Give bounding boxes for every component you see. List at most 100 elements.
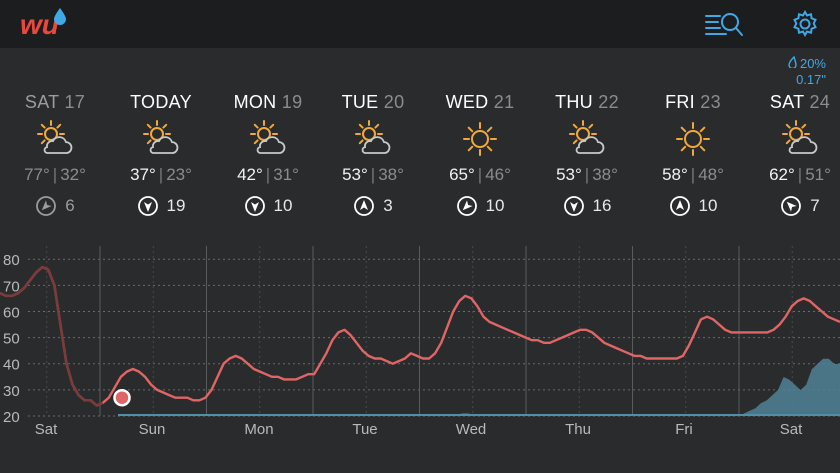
high-temp: 77°	[24, 165, 50, 184]
list-search-icon	[705, 13, 743, 36]
temp-separator: |	[265, 165, 271, 184]
partly-cloudy-icon	[248, 119, 288, 159]
temp-separator: |	[52, 165, 58, 184]
partly-cloudy-icon	[35, 119, 75, 159]
low-temp: 32°	[60, 165, 86, 184]
day-column-5[interactable]: THU 22 53° | 38° 16	[534, 92, 640, 217]
wind: 3	[320, 195, 426, 217]
day-date: 24	[809, 92, 831, 112]
temps: 65° | 46°	[427, 165, 533, 185]
day-date: 23	[700, 92, 721, 112]
y-tick-label: 70	[3, 278, 20, 295]
day-column-2[interactable]: MON 19 42° | 31° 10	[215, 92, 321, 217]
wind-speed: 16	[592, 196, 612, 215]
top-bar: wu	[0, 0, 840, 48]
low-temp: 51°	[805, 165, 831, 184]
wind: 16	[534, 195, 640, 217]
day-label: SAT	[769, 92, 805, 112]
wind-direction-icon	[669, 195, 691, 217]
temperature-line-past	[0, 265, 104, 407]
day-date: 20	[383, 92, 405, 112]
y-tick-label: 80	[3, 252, 20, 269]
day-column-7[interactable]: SAT 24 62° | 51° 7	[747, 92, 840, 217]
wind-speed: 10	[273, 196, 293, 215]
wind-speed: 7	[810, 196, 820, 215]
day-label: THU	[555, 92, 593, 112]
low-temp: 46°	[485, 165, 511, 184]
wind-direction-icon	[353, 195, 375, 217]
partly-cloudy-icon	[567, 119, 607, 159]
wind-speed: 6	[65, 196, 75, 215]
y-tick-label: 20	[3, 409, 20, 426]
day-column-6[interactable]: FRI 23 58° | 48° 10	[640, 92, 746, 217]
temps: 62° | 51°	[747, 165, 840, 185]
list-search-button[interactable]	[702, 8, 746, 40]
wind-direction-icon	[563, 195, 585, 217]
x-day-label: Sun	[139, 421, 166, 438]
day-column-0[interactable]: SAT 17 77° | 32° 6	[2, 92, 108, 217]
wind-speed: 19	[166, 196, 186, 215]
y-tick-label: 60	[3, 304, 20, 321]
day-date: 19	[281, 92, 303, 112]
high-temp: 53°	[342, 165, 368, 184]
logo-text: wu	[20, 9, 59, 40]
temps: 42° | 31°	[215, 165, 321, 185]
precip-amount: 0.17"	[796, 72, 826, 87]
day-date: 21	[493, 92, 515, 112]
temps: 37° | 23°	[108, 165, 214, 185]
high-temp: 37°	[130, 165, 156, 184]
day-name: SAT 24	[747, 92, 840, 113]
wind: 10	[640, 195, 746, 217]
temps: 77° | 32°	[2, 165, 108, 185]
day-date: 22	[598, 92, 619, 112]
x-day-label: Sat	[780, 421, 803, 438]
gear-icon	[793, 9, 817, 38]
high-temp: 53°	[556, 165, 582, 184]
x-day-label: Fri	[675, 421, 693, 438]
low-temp: 38°	[378, 165, 404, 184]
day-column-4[interactable]: WED 21 65° | 46° 10	[427, 92, 533, 217]
y-tick-label: 50	[3, 331, 20, 348]
day-name: TODAY	[108, 92, 214, 113]
wind-direction-icon	[244, 195, 266, 217]
low-temp: 48°	[698, 165, 724, 184]
wind: 19	[108, 195, 214, 217]
wu-logo[interactable]: wu	[18, 6, 74, 42]
day-name: WED 21	[427, 92, 533, 113]
day-date: 17	[64, 92, 86, 112]
high-temp: 65°	[449, 165, 475, 184]
temps: 58° | 48°	[640, 165, 746, 185]
wind-direction-icon	[35, 195, 57, 217]
x-day-label: Mon	[244, 421, 273, 438]
wind: 10	[427, 195, 533, 217]
day-label: SAT	[24, 92, 60, 112]
temp-separator: |	[477, 165, 483, 184]
wind-speed: 10	[485, 196, 505, 215]
wind-direction-icon	[456, 195, 478, 217]
settings-button[interactable]	[790, 9, 820, 39]
low-temp: 38°	[592, 165, 618, 184]
high-temp: 42°	[237, 165, 263, 184]
wind-direction-icon	[137, 195, 159, 217]
partly-cloudy-icon	[780, 119, 820, 159]
temps: 53° | 38°	[534, 165, 640, 185]
day-name: TUE 20	[320, 92, 426, 113]
temp-separator: |	[584, 165, 590, 184]
low-temp: 31°	[273, 165, 299, 184]
temperature-line	[0, 265, 840, 407]
sunny-icon	[460, 119, 500, 159]
y-tick-label: 40	[3, 357, 20, 374]
day-label: MON	[233, 92, 277, 112]
wind: 6	[2, 195, 108, 217]
day-label: TODAY	[130, 92, 192, 112]
x-day-label: Sat	[35, 421, 58, 438]
day-name: FRI 23	[640, 92, 746, 113]
high-temp: 62°	[769, 165, 795, 184]
day-label: WED	[445, 92, 489, 112]
x-day-label: Thu	[565, 421, 591, 438]
temp-separator: |	[370, 165, 376, 184]
day-column-3[interactable]: TUE 20 53° | 38° 3	[320, 92, 426, 217]
hourly-temperature-chart[interactable]: 80 70 60 50 40 30 20 Sat Sun Mon Tue Wed Thu Fri Sat	[0, 246, 840, 473]
raindrop-icon	[788, 55, 798, 72]
day-column-1[interactable]: TODAY 37° | 23° 19	[108, 92, 214, 217]
